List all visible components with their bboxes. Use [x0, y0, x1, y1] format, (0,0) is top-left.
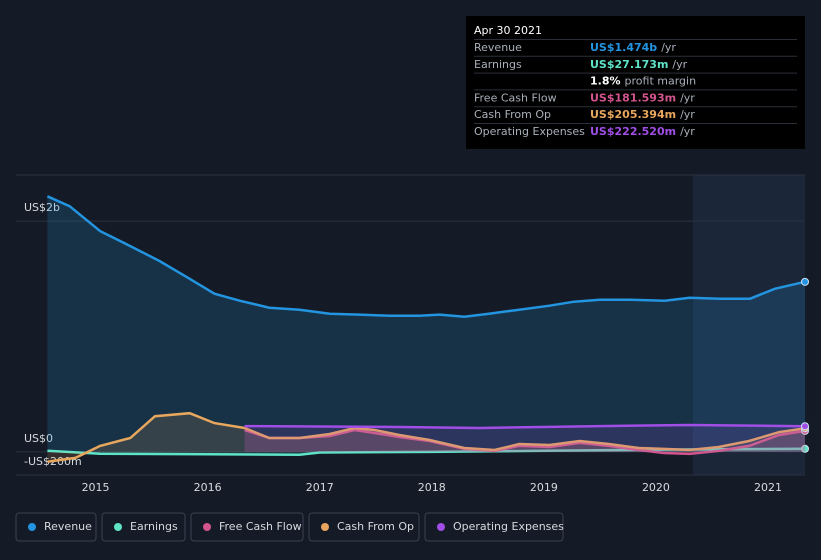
legend-swatch: [321, 523, 329, 531]
series-line: [244, 428, 806, 456]
legend-box: [190, 512, 304, 542]
series-area: [244, 430, 806, 454]
x-tick-label: 2016: [194, 481, 222, 494]
legend-swatch: [28, 523, 36, 531]
tooltip-value: US$222.520m: [590, 125, 676, 138]
legend-box: [308, 512, 420, 542]
tooltip: Apr 30 2021 Revenue US$1.474b/yr Earnings US…: [466, 16, 805, 149]
legend-label: Revenue: [44, 520, 92, 533]
tooltip-suffix: /yr: [680, 125, 695, 138]
legend-item[interactable]: Cash From Op: [308, 512, 420, 542]
tooltip-value: US$27.173m: [590, 58, 668, 71]
x-tick-label: 2020: [642, 481, 670, 494]
series-line: [47, 411, 806, 464]
series-line: [244, 423, 806, 430]
y-tick-label: US$2b: [24, 201, 60, 214]
legend-label: Operating Expenses: [453, 520, 564, 533]
x-tick-label: 2018: [418, 481, 446, 494]
tooltip-value: 1.8%: [590, 75, 621, 88]
legend-label: Cash From Op: [337, 520, 414, 533]
tooltip-value: US$1.474b: [590, 41, 657, 54]
series-end-marker: [801, 277, 809, 286]
x-tick-label: 2015: [82, 481, 110, 494]
tooltip-label: Revenue: [474, 41, 522, 54]
legend-item[interactable]: Earnings: [101, 512, 186, 542]
legend-item[interactable]: Free Cash Flow: [190, 512, 304, 542]
tooltip-suffix: /yr: [661, 41, 676, 54]
tooltip-suffix: profit margin: [625, 75, 697, 88]
legend-item[interactable]: Operating Expenses: [424, 512, 564, 542]
tooltip-suffix: /yr: [672, 58, 687, 71]
legend-item[interactable]: Revenue: [15, 512, 97, 542]
series-area: [244, 425, 806, 452]
legend-box: [424, 512, 564, 542]
legend-label: Free Cash Flow: [219, 520, 302, 533]
series-line: [47, 447, 806, 457]
x-tick-label: 2019: [530, 481, 558, 494]
x-tick-label: 2017: [306, 481, 334, 494]
x-tick-label: 2021: [754, 481, 782, 494]
tooltip-label: Earnings: [474, 58, 522, 71]
legend-box: [101, 512, 186, 542]
series-end-marker: [801, 422, 809, 431]
tooltip-label: Cash From Op: [474, 108, 551, 121]
tooltip-suffix: /yr: [680, 91, 695, 104]
legend-box: [15, 512, 97, 542]
series-line: [46, 195, 806, 318]
series-area: [47, 196, 805, 452]
tooltip-box: [466, 16, 805, 149]
series-area: [47, 413, 805, 462]
legend-label: Earnings: [130, 520, 178, 533]
y-tick-label: US$0: [24, 432, 53, 445]
tooltip-label: Operating Expenses: [474, 125, 585, 138]
tooltip-label: Free Cash Flow: [474, 91, 557, 104]
series-end-marker: [801, 444, 809, 453]
tooltip-value: US$181.593m: [590, 91, 676, 104]
legend-swatch: [203, 523, 211, 531]
tooltip-value: US$205.394m: [590, 108, 676, 121]
legend-swatch: [437, 523, 445, 531]
tooltip-date: Apr 30 2021: [474, 24, 542, 37]
legend-swatch: [114, 523, 122, 531]
tooltip-suffix: /yr: [680, 108, 695, 121]
